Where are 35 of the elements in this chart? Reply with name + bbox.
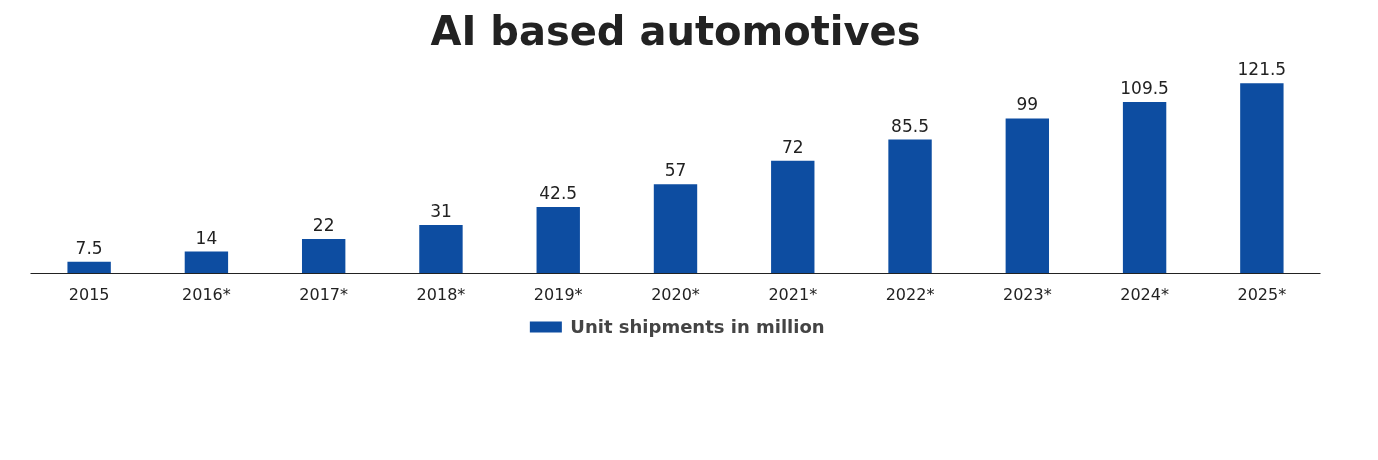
data-label: 31: [430, 200, 452, 221]
legend-label: Unit shipments in million: [570, 315, 825, 337]
data-label: 85.5: [891, 115, 929, 136]
data-label: 7.5: [75, 237, 103, 258]
bar: [1005, 118, 1050, 274]
data-label: 99: [1016, 94, 1039, 115]
data-label: 22: [312, 215, 335, 236]
x-tick-label: 2022*: [885, 284, 935, 304]
bar: [771, 160, 815, 274]
data-label: 109.5: [1120, 78, 1169, 99]
bar: [536, 206, 580, 274]
bar: [653, 184, 698, 274]
x-tick-label: 2018*: [416, 284, 466, 304]
x-tick-label: 2025*: [1237, 284, 1287, 304]
x-tick-label: 2021*: [768, 284, 818, 304]
x-tick-label: 2017*: [299, 284, 349, 304]
bar: [1122, 102, 1167, 274]
bar: [184, 251, 229, 274]
bar: [1240, 83, 1284, 274]
x-tick-label: 2019*: [533, 284, 583, 304]
x-tick-label: 2024*: [1120, 284, 1169, 304]
x-tick-label: 2023*: [1002, 284, 1052, 304]
x-tick-label: 2015: [68, 284, 110, 304]
data-label: 14: [195, 227, 218, 248]
bar: [301, 239, 346, 274]
bar: [67, 261, 111, 274]
data-label: 72: [781, 136, 804, 157]
bar: [419, 224, 463, 274]
bar: [888, 139, 932, 274]
x-tick-label: 2020*: [651, 284, 700, 304]
x-tick-label: 2016*: [182, 284, 231, 304]
chart-title: AI based automotives: [430, 7, 921, 54]
data-label: 57: [664, 160, 687, 181]
data-label: 121.5: [1237, 59, 1287, 80]
data-label: 42.5: [539, 182, 578, 203]
